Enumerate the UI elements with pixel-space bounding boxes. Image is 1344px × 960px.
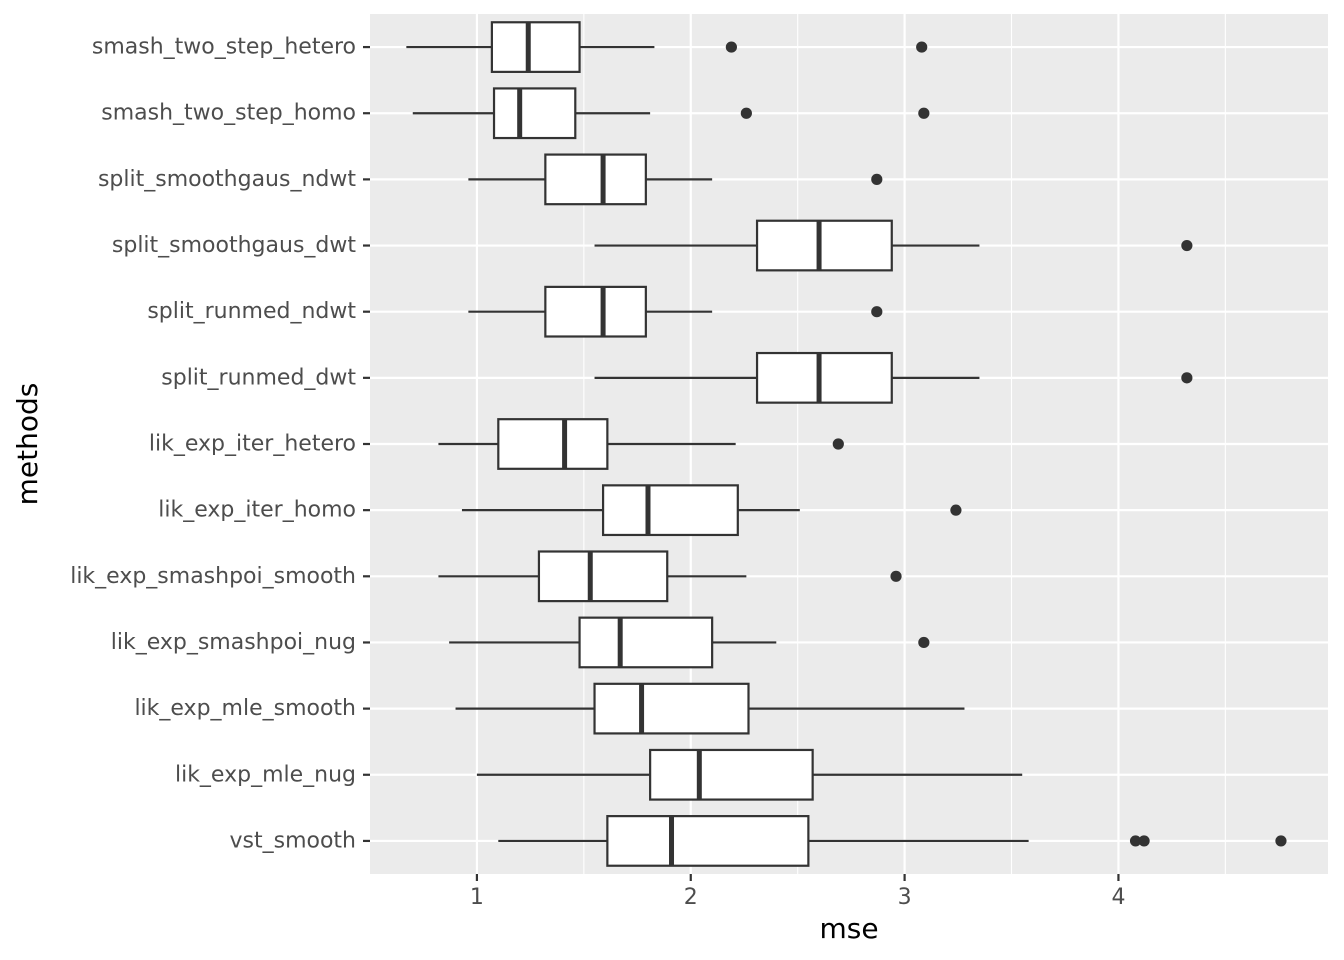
outlier-point (1181, 372, 1193, 384)
outlier-point (871, 173, 883, 185)
x-tick-label: 2 (684, 885, 698, 910)
box-group (468, 285, 883, 338)
box-group (594, 351, 1193, 404)
outlier-point (1181, 239, 1193, 252)
outlier-point (725, 41, 737, 53)
iqr-box (649, 748, 814, 801)
iqr-box (755, 351, 893, 404)
outlier-point (890, 570, 902, 582)
box-group (461, 484, 962, 537)
box-group (449, 616, 930, 669)
iqr-box (593, 682, 750, 735)
iqr-box (537, 550, 669, 603)
iqr-box (492, 87, 577, 140)
box-group (438, 550, 902, 603)
y-tick-label: split_smoothgaus_ndwt (98, 167, 356, 192)
box-group (406, 21, 928, 73)
x-axis-title: mse (819, 912, 878, 945)
x-tick-label: 3 (898, 885, 912, 910)
outlier-point (950, 504, 962, 516)
outlier-point (871, 306, 883, 318)
iqr-box (755, 219, 893, 272)
box-group (594, 219, 1193, 272)
y-tick-label: lik_exp_mle_nug (175, 762, 356, 787)
y-tick-label: lik_exp_smashpoi_smooth (70, 564, 356, 589)
box-group (438, 418, 844, 470)
outlier-point (832, 438, 844, 450)
outlier-point (1129, 835, 1142, 847)
outlier-point (916, 41, 928, 53)
y-tick-label: split_runmed_ndwt (147, 299, 356, 324)
outlier-point (918, 107, 930, 119)
box-group (455, 682, 965, 735)
boxes-layer (406, 21, 1287, 867)
y-tick-label: smash_two_step_hetero (92, 35, 356, 60)
y-tick-label: split_smoothgaus_dwt (112, 233, 356, 258)
x-tick-label: 4 (1111, 885, 1125, 910)
outlier-point (918, 636, 930, 649)
iqr-box (490, 21, 581, 73)
y-tick-label: lik_exp_iter_hetero (149, 432, 356, 457)
outlier-point (1275, 835, 1287, 847)
y-axis-title: methods (11, 383, 44, 506)
box-group (468, 153, 883, 206)
iqr-box (544, 285, 647, 338)
box-group (498, 815, 1287, 867)
box-group (412, 87, 930, 140)
iqr-box (497, 418, 609, 470)
y-tick-label: lik_exp_smashpoi_nug (111, 630, 356, 655)
iqr-box (606, 815, 810, 867)
y-tick-label: smash_two_step_homo (101, 101, 356, 126)
y-tick-label: split_runmed_dwt (161, 365, 356, 390)
outlier-point (740, 107, 752, 119)
x-tick-label: 1 (470, 885, 484, 910)
iqr-box (578, 616, 714, 669)
x-axis: 1 2 3 4 (470, 874, 1125, 910)
y-tick-label: vst_smooth (230, 828, 357, 853)
outlier-point (1138, 835, 1150, 847)
iqr-box (544, 153, 647, 206)
y-axis: smash_two_step_hetero smash_two_step_homo… (70, 35, 370, 853)
iqr-box (601, 484, 739, 537)
y-tick-label: lik_exp_iter_homo (158, 498, 356, 523)
y-tick-label: lik_exp_mle_smooth (134, 696, 356, 721)
box-group (476, 748, 1023, 801)
